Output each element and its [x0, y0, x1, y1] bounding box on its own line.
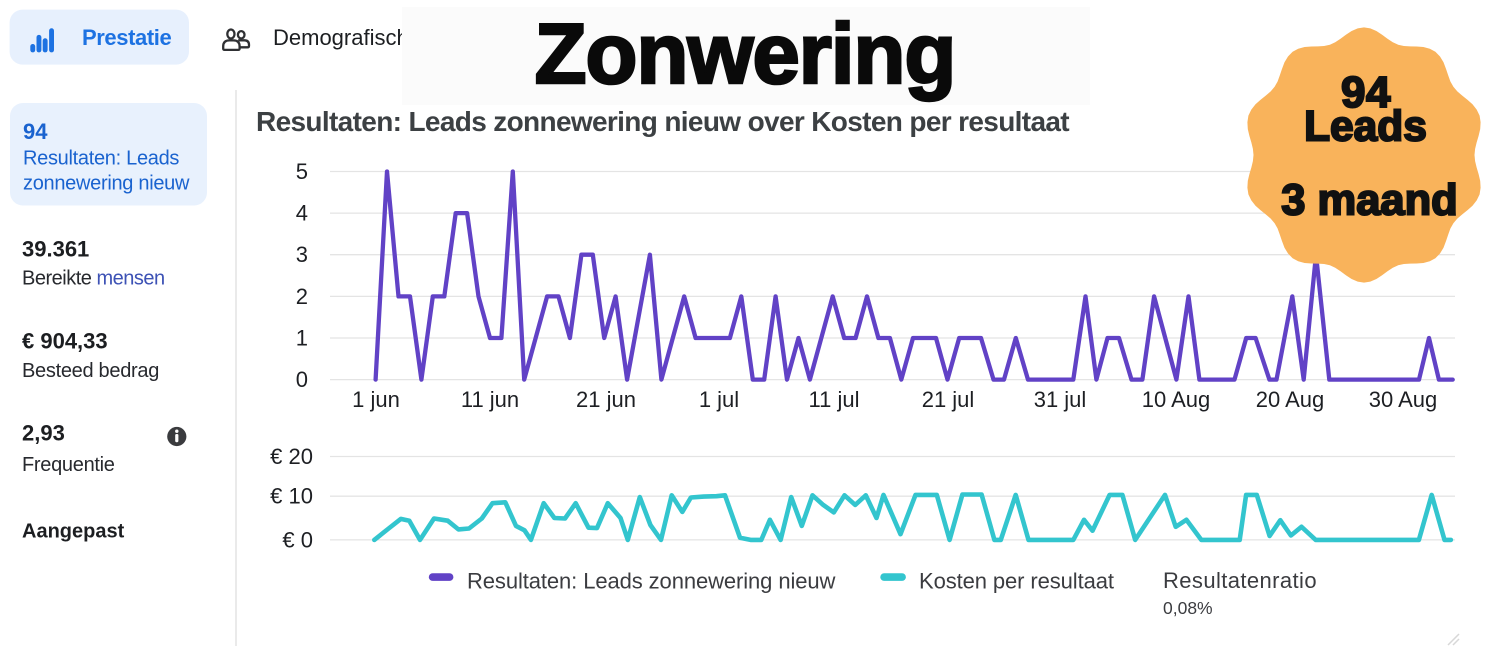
- svg-text:Leads: Leads: [1304, 104, 1427, 151]
- svg-text:21 jun: 21 jun: [576, 387, 636, 412]
- svg-text:21 jul: 21 jul: [922, 387, 975, 412]
- svg-text:Zonwering: Zonwering: [535, 7, 956, 102]
- svg-text:0: 0: [296, 367, 308, 392]
- svg-text:€ 904,33: € 904,33: [22, 329, 108, 354]
- svg-text:11 jun: 11 jun: [461, 387, 519, 412]
- svg-text:Frequentie: Frequentie: [22, 454, 115, 476]
- svg-text:Kosten per resultaat: Kosten per resultaat: [919, 569, 1114, 594]
- svg-text:Resultaten: Leads zonnewering: Resultaten: Leads zonnewering nieuw over…: [256, 106, 1069, 137]
- svg-text:2,93: 2,93: [22, 421, 65, 446]
- svg-text:Resultaten: Leads: Resultaten: Leads: [23, 148, 179, 170]
- svg-text:5: 5: [296, 159, 308, 184]
- svg-text:Prestatie: Prestatie: [82, 25, 172, 50]
- svg-text:3 maand: 3 maand: [1281, 177, 1458, 225]
- svg-text:31 jul: 31 jul: [1034, 387, 1087, 412]
- svg-text:10 Aug: 10 Aug: [1142, 387, 1211, 412]
- svg-text:Aangepast: Aangepast: [22, 521, 125, 543]
- svg-text:Besteed bedrag: Besteed bedrag: [22, 360, 159, 382]
- svg-text:€ 10: € 10: [270, 484, 313, 509]
- svg-text:4: 4: [296, 201, 308, 226]
- svg-text:2: 2: [296, 284, 308, 309]
- svg-text:1 jun: 1 jun: [352, 387, 400, 412]
- svg-text:39.361: 39.361: [22, 237, 89, 262]
- svg-text:3: 3: [296, 242, 308, 267]
- svg-text:€ 0: € 0: [282, 527, 313, 552]
- svg-text:zonnewering nieuw: zonnewering nieuw: [23, 172, 190, 194]
- svg-text:11 jul: 11 jul: [809, 387, 860, 412]
- svg-text:€ 20: € 20: [270, 444, 313, 469]
- svg-text:Resultatenratio: Resultatenratio: [1163, 568, 1317, 593]
- svg-text:Resultaten: Leads zonnewering: Resultaten: Leads zonnewering nieuw: [467, 569, 836, 594]
- svg-text:94: 94: [1341, 68, 1391, 117]
- svg-text:20 Aug: 20 Aug: [1256, 387, 1325, 412]
- svg-text:Demografisch: Demografisch: [273, 25, 409, 50]
- svg-text:1: 1: [296, 326, 308, 351]
- svg-text:30 Aug: 30 Aug: [1369, 387, 1438, 412]
- svg-text:0,08%: 0,08%: [1163, 598, 1213, 618]
- svg-text:1 jul: 1 jul: [699, 387, 739, 412]
- svg-text:94: 94: [23, 119, 48, 144]
- svg-text:Bereikte mensen: Bereikte mensen: [22, 268, 165, 290]
